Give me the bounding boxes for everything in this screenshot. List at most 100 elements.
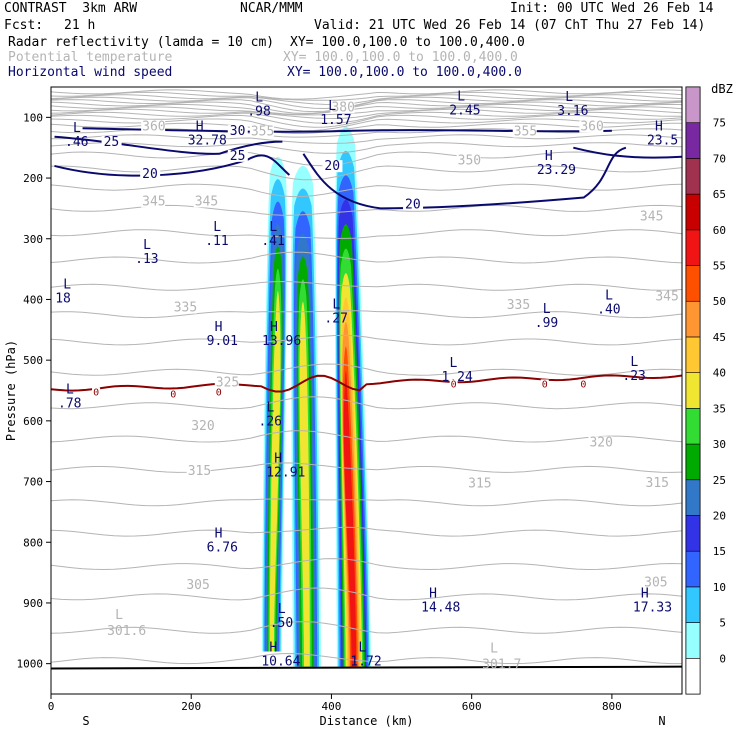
theta-line-4 (50, 99, 683, 113)
colorbar-label-2: 10 (713, 581, 726, 594)
wind-extreme-value-7: 23.29 (537, 163, 576, 178)
theta-line-22 (50, 280, 683, 291)
wind-extreme-value-24: 17.33 (633, 600, 672, 615)
field-xy-wind: XY= 100.0,100.0 to 100.0,400.0 (287, 65, 522, 80)
wind-extreme-value-20: .26 (259, 415, 282, 430)
zero-label-2: 0 (170, 390, 176, 401)
wind-extreme-value-5: 23.5 (647, 134, 678, 149)
theta-label-19: 305 (644, 576, 667, 591)
colorbar-label-12: 60 (713, 224, 726, 237)
colorbar-swatch-11 (685, 265, 701, 302)
fcst-value: 21 h (64, 18, 96, 33)
theta-line-15 (50, 142, 683, 154)
theta-line-9 (50, 111, 683, 124)
wind-extreme-kind-13: L (605, 288, 613, 303)
colorbar-swatch-10 (685, 300, 701, 338)
theta-label-11: 345 (655, 290, 678, 305)
theta-line-16 (50, 151, 683, 167)
wind-extreme-value-13: .40 (597, 302, 620, 317)
wind-extreme-kind-19: L (66, 382, 74, 397)
y-tick-label-1: 200 (23, 172, 43, 185)
wind-extreme-kind-7: H (545, 149, 553, 164)
theta-label-15: 315 (188, 464, 211, 479)
theta-line-8 (50, 108, 683, 120)
field-xy-theta: XY= 100.0,100.0 to 100.0,400.0 (283, 50, 518, 65)
colorbar-label-7: 35 (713, 402, 726, 415)
theta-extreme-kind-0: L (115, 608, 123, 623)
org-label: NCAR/MMM (240, 1, 303, 16)
wind-extreme-value-12: .99 (535, 316, 558, 331)
wind-extreme-kind-23: H (429, 586, 437, 601)
wind-extreme-value-6: .46 (65, 135, 88, 150)
colorbar-swatch-12 (685, 229, 701, 266)
wind-extreme-value-27: 1.72 (350, 654, 381, 669)
colorbar-label-15: 75 (713, 117, 726, 130)
wind-extreme-kind-2: L (565, 90, 573, 105)
colorbar-swatch-5 (685, 479, 701, 516)
theta-line-23 (50, 310, 683, 319)
theta-label-14: 320 (589, 435, 612, 450)
colorbar-label-0: 0 (719, 652, 726, 665)
reflectivity-cells (261, 126, 371, 667)
colorbar-swatch-2 (685, 586, 701, 623)
theta-line-29 (50, 498, 683, 507)
contour-labels: 380 360 355 360 355 350 345 345 345 335 335 345 325 3… (55, 89, 679, 672)
theta-label-17: 315 (646, 476, 669, 491)
colorbar-label-3: 15 (713, 545, 726, 558)
theta-label-13: 320 (191, 419, 214, 434)
wind-line-2 (54, 154, 291, 177)
zero-label-1: 0 (216, 387, 222, 398)
theta-label-8: 345 (640, 210, 663, 225)
wind-extreme-kind-10: L (143, 238, 151, 253)
wind-extreme-kind-18: L (630, 355, 638, 370)
theta-label-4: 355 (514, 125, 537, 140)
zero-label-4: 0 (580, 379, 586, 390)
y-tick-label-4: 500 (23, 354, 43, 367)
theta-label-12: 325 (216, 375, 239, 390)
y-tick-label-8: 900 (23, 597, 43, 610)
wind-extreme-kind-5: H (655, 120, 663, 135)
wind-extreme-value-19: .78 (58, 396, 81, 411)
wind-extreme-value-15: 9.01 (207, 334, 238, 349)
wind-extreme-value-3: 1.57 (320, 113, 351, 128)
colorbar-swatch-8 (685, 372, 701, 409)
wind-extreme-value-10: .13 (135, 252, 158, 267)
theta-label-3: 360 (580, 120, 603, 135)
theta-line-30 (50, 526, 683, 537)
wind-extreme-value-11: .27 (324, 312, 347, 327)
wind-extreme-value-0: .98 (247, 105, 270, 120)
wind-extreme-kind-16: H (270, 320, 278, 335)
x-tick-label-2: 400 (322, 700, 342, 713)
wind-extreme-kind-1: L (457, 89, 465, 104)
theta-line-6 (50, 103, 683, 115)
wind-extreme-kind-14: L (63, 277, 71, 292)
wind-extreme-kind-20: L (267, 401, 275, 416)
wind-extreme-value-25: .50 (270, 616, 293, 631)
colorbar-label-11: 55 (713, 260, 726, 273)
theta-label-0: 380 (331, 100, 354, 115)
wind-extreme-kind-9: L (269, 220, 277, 235)
wind-line-0 (82, 127, 612, 133)
theta-line-28 (50, 462, 683, 473)
theta-line-33 (50, 621, 683, 634)
wind-line-3 (302, 146, 627, 210)
wind-label-4: 20 (324, 159, 340, 174)
x-tick-label-4: 800 (602, 700, 622, 713)
theta-label-1: 360 (142, 120, 165, 135)
wind-extreme-value-9: .41 (261, 234, 284, 249)
colorbar-label-14: 70 (713, 152, 726, 165)
wind-extreme-kind-6: L (73, 121, 81, 136)
y-tick-label-7: 800 (23, 536, 43, 549)
wind-line-1 (54, 135, 283, 155)
wind-extreme-kind-22: H (215, 526, 223, 541)
y-tick-label-0: 100 (23, 111, 43, 124)
wind-extreme-kind-27: L (358, 640, 366, 655)
wind-extreme-value-21: 12.91 (266, 466, 305, 481)
cell-left-a-band-8 (299, 301, 310, 667)
colorbar-label-13: 65 (713, 188, 726, 201)
wind-extreme-kind-11: L (332, 298, 340, 313)
colorbar: dBZ 0 5 10 15 20 25 30 35 40 45 50 55 60 65 70 75 (685, 82, 733, 695)
wind-extreme-kind-21: H (274, 452, 282, 467)
valid-time: Valid: 21 UTC Wed 26 Feb 14 (07 ChT Thu … (314, 18, 706, 33)
wind-extreme-value-8: .11 (205, 234, 228, 249)
